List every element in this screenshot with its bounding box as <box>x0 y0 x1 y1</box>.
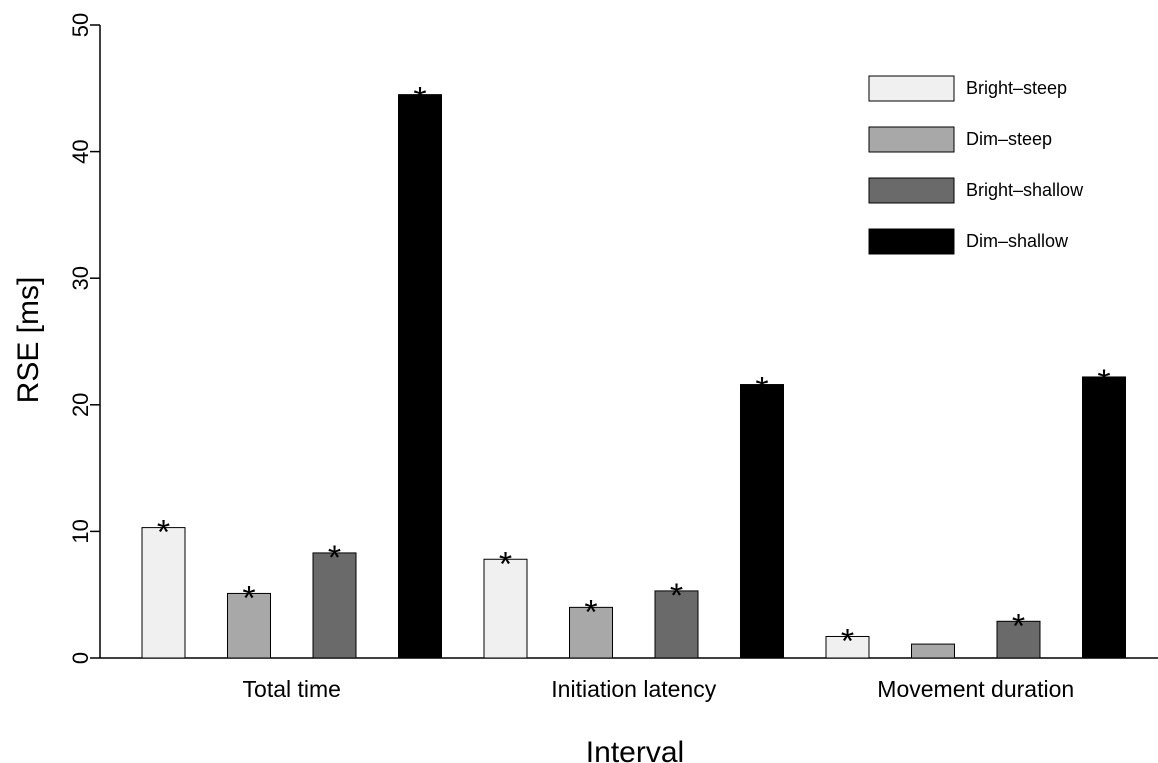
y-tick-label: 20 <box>68 393 93 417</box>
significance-star: * <box>755 371 768 409</box>
bar <box>141 527 186 659</box>
significance-star: * <box>413 81 426 119</box>
legend-label: Bright–shallow <box>966 180 1084 200</box>
legend-swatch <box>868 126 955 153</box>
significance-star: * <box>328 539 341 577</box>
y-tick-label: 0 <box>68 652 93 664</box>
x-category-label: Total time <box>243 676 341 702</box>
bar <box>483 558 528 659</box>
legend-swatch <box>868 177 955 204</box>
significance-star: * <box>584 593 597 631</box>
y-tick-label: 10 <box>68 519 93 543</box>
significance-star: * <box>157 514 170 552</box>
legend-swatch <box>868 228 955 255</box>
significance-star: * <box>1012 607 1025 645</box>
legend-label: Bright–steep <box>966 78 1067 98</box>
y-tick-label: 40 <box>68 139 93 163</box>
legend-label: Dim–steep <box>966 129 1052 149</box>
significance-star: * <box>841 622 854 660</box>
bar <box>996 620 1041 659</box>
bar <box>398 94 442 659</box>
bar <box>312 552 357 659</box>
legend: Bright–steep Dim–steep Bright–shallow Dim–s… <box>868 75 1084 255</box>
y-tick-label: 50 <box>68 13 93 37</box>
bar <box>654 590 699 659</box>
bar <box>1082 376 1126 659</box>
y-tick-label: 30 <box>68 266 93 290</box>
x-category-label: Movement duration <box>877 676 1074 702</box>
legend-swatch <box>868 75 955 102</box>
bar <box>569 606 613 659</box>
x-axis: Total time Initiation latency Movement dur… <box>100 657 1158 702</box>
bar <box>227 592 271 659</box>
bar <box>825 635 870 659</box>
legend-label: Dim–shallow <box>966 231 1069 251</box>
y-axis: 0 10 20 30 40 50 <box>68 13 101 664</box>
bars: * * * * * * * * * * * <box>141 81 1126 660</box>
significance-star: * <box>242 579 255 617</box>
y-axis-title: RSE [ms] <box>12 277 45 404</box>
significance-star: * <box>670 577 683 615</box>
significance-star: * <box>1097 363 1110 401</box>
x-category-label: Initiation latency <box>551 676 716 702</box>
x-axis-title: Interval <box>586 736 684 763</box>
significance-star: * <box>499 545 512 583</box>
bar <box>911 643 955 659</box>
bar <box>740 384 784 659</box>
